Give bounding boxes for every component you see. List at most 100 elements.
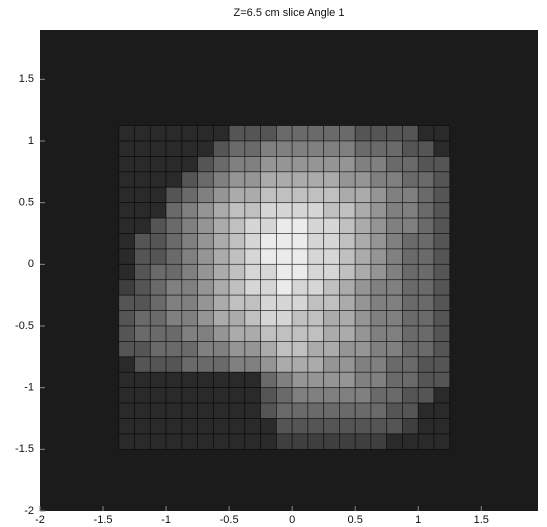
heat-cell <box>198 141 214 156</box>
heat-cell <box>434 234 450 249</box>
heat-cell <box>229 218 245 233</box>
heat-cell <box>166 357 182 372</box>
heat-cell <box>119 156 135 171</box>
heat-cell <box>276 403 292 418</box>
heat-cell <box>308 234 324 249</box>
heat-cell <box>229 311 245 326</box>
heat-cell <box>418 280 434 295</box>
heat-cell <box>324 203 340 218</box>
heat-cell <box>245 341 261 356</box>
heat-cell <box>261 234 277 249</box>
heat-cell <box>371 264 387 279</box>
heat-cell <box>276 326 292 341</box>
heat-cell <box>387 357 403 372</box>
heat-cell <box>166 156 182 171</box>
y-tick-label: -1 <box>24 382 34 394</box>
heat-cell <box>182 264 198 279</box>
heat-cell <box>261 326 277 341</box>
heat-cell <box>371 141 387 156</box>
heat-cell <box>434 326 450 341</box>
heat-cell <box>276 419 292 434</box>
heat-cell <box>355 326 371 341</box>
heat-cell <box>213 419 229 434</box>
heat-cell <box>371 280 387 295</box>
heat-cell <box>324 434 340 449</box>
heat-cell <box>229 295 245 310</box>
heat-cell <box>198 203 214 218</box>
heat-cell <box>213 187 229 202</box>
heat-cell <box>355 218 371 233</box>
heat-cell <box>402 311 418 326</box>
heat-cell <box>261 403 277 418</box>
heat-cell <box>135 326 151 341</box>
x-tick-label: 0 <box>289 514 295 526</box>
heat-cell <box>198 357 214 372</box>
heat-cell <box>245 172 261 187</box>
heat-cell <box>213 388 229 403</box>
heat-cell <box>182 403 198 418</box>
heat-cell <box>245 357 261 372</box>
heat-cell <box>434 218 450 233</box>
heat-cell <box>434 280 450 295</box>
heat-cell <box>308 187 324 202</box>
heat-cell <box>276 141 292 156</box>
heat-cell <box>402 126 418 141</box>
heat-cell <box>292 187 308 202</box>
heat-cell <box>261 218 277 233</box>
heat-cell <box>292 419 308 434</box>
y-tick-label: -2 <box>24 505 34 517</box>
heat-cell <box>418 372 434 387</box>
heat-cell <box>182 295 198 310</box>
heat-cell <box>434 249 450 264</box>
heat-cell <box>387 372 403 387</box>
heat-cell <box>276 218 292 233</box>
heat-cell <box>213 156 229 171</box>
heat-cell <box>324 280 340 295</box>
heat-cell <box>150 419 166 434</box>
heat-cell <box>182 126 198 141</box>
heat-cell <box>229 403 245 418</box>
heat-cell <box>418 141 434 156</box>
heat-cell <box>355 264 371 279</box>
heat-cell <box>276 434 292 449</box>
heat-cell <box>292 326 308 341</box>
heat-cell <box>292 264 308 279</box>
heat-cell <box>166 419 182 434</box>
heat-cell <box>198 388 214 403</box>
heat-cell <box>371 234 387 249</box>
heat-cell <box>119 311 135 326</box>
heat-cell <box>261 295 277 310</box>
heat-cell <box>150 234 166 249</box>
heat-cell <box>198 156 214 171</box>
heat-cell <box>229 280 245 295</box>
heat-cell <box>150 280 166 295</box>
heat-cell <box>387 249 403 264</box>
heat-cell <box>371 372 387 387</box>
heat-cell <box>213 357 229 372</box>
heat-cell <box>276 187 292 202</box>
heat-cell <box>387 218 403 233</box>
heat-cell <box>292 249 308 264</box>
heat-cell <box>261 141 277 156</box>
heat-cell <box>292 172 308 187</box>
heat-cell <box>261 249 277 264</box>
heat-cell <box>198 419 214 434</box>
heat-cell <box>182 372 198 387</box>
heat-cell <box>371 295 387 310</box>
heat-cell <box>339 434 355 449</box>
heat-cell <box>166 172 182 187</box>
heat-cell <box>213 234 229 249</box>
heat-cell <box>434 341 450 356</box>
heat-cell <box>434 295 450 310</box>
heat-cell <box>324 234 340 249</box>
heat-cell <box>182 187 198 202</box>
heat-cell <box>182 434 198 449</box>
heat-cell <box>150 249 166 264</box>
heat-cell <box>434 372 450 387</box>
heat-cell <box>198 249 214 264</box>
heat-cell <box>387 403 403 418</box>
heat-cell <box>355 203 371 218</box>
heat-cell <box>324 372 340 387</box>
heat-cell <box>308 357 324 372</box>
heat-cell <box>371 126 387 141</box>
